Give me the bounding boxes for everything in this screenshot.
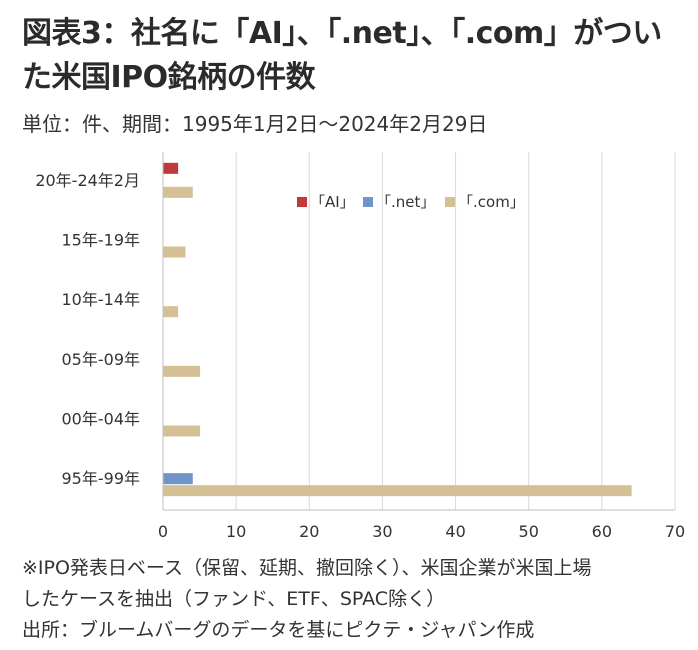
chart-subtitle: 単位：件、期間：1995年1月2日～2024年2月29日 xyxy=(22,112,488,136)
y-tick-label: 00年-04年 xyxy=(62,410,141,429)
bar xyxy=(163,473,193,485)
legend-label: 「.com」 xyxy=(458,193,525,211)
legend-swatch xyxy=(363,197,373,207)
note-line-2: したケースを抽出（ファンド、ETF、SPAC除く） xyxy=(22,588,446,610)
legend-swatch xyxy=(297,197,307,207)
x-tick-label: 50 xyxy=(519,522,539,541)
bar-chart: 0 10 20 30 40 50 60 70 20年-24年2月 15年-19年 10年-14年 05… xyxy=(35,152,685,541)
y-tick-label: 15年-19年 xyxy=(62,231,141,250)
x-tick-label: 0 xyxy=(158,522,168,541)
note-line-1: ※IPO発表日ベース（保留、延期、撤回除く）、米国企業が米国上場 xyxy=(22,557,592,579)
bar xyxy=(163,306,179,318)
bar xyxy=(163,162,179,174)
chart-title: 図表3：社名に「AI」、「.net」、「.com」がついた米国IPO銘柄の件数 xyxy=(22,16,662,95)
x-tick-label: 20 xyxy=(299,522,319,541)
y-tick-label: 20年-24年2月 xyxy=(35,171,140,190)
legend-swatch xyxy=(445,197,455,207)
x-tick-label: 70 xyxy=(665,522,685,541)
x-tick-label: 60 xyxy=(592,522,612,541)
bar xyxy=(163,186,193,198)
source-note: 出所：ブルームバーグのデータを基にピクテ・ジャパン作成 xyxy=(22,619,535,641)
x-tick-label: 30 xyxy=(372,522,392,541)
bar xyxy=(163,425,201,437)
bar xyxy=(163,485,632,497)
legend-label: 「.net」 xyxy=(376,193,435,211)
y-tick-label: 95年-99年 xyxy=(62,469,141,488)
bar xyxy=(163,365,201,377)
chart-notes: ※IPO発表日ベース（保留、延期、撤回除く）、米国企業が米国上場 したケースを抽… xyxy=(22,553,592,646)
y-tick-label: 05年-09年 xyxy=(62,350,141,369)
y-tick-label: 10年-14年 xyxy=(62,290,141,309)
legend-label: 「AI」 xyxy=(310,193,355,211)
x-tick-label: 40 xyxy=(445,522,465,541)
bar xyxy=(163,246,186,258)
x-tick-label: 10 xyxy=(226,522,246,541)
